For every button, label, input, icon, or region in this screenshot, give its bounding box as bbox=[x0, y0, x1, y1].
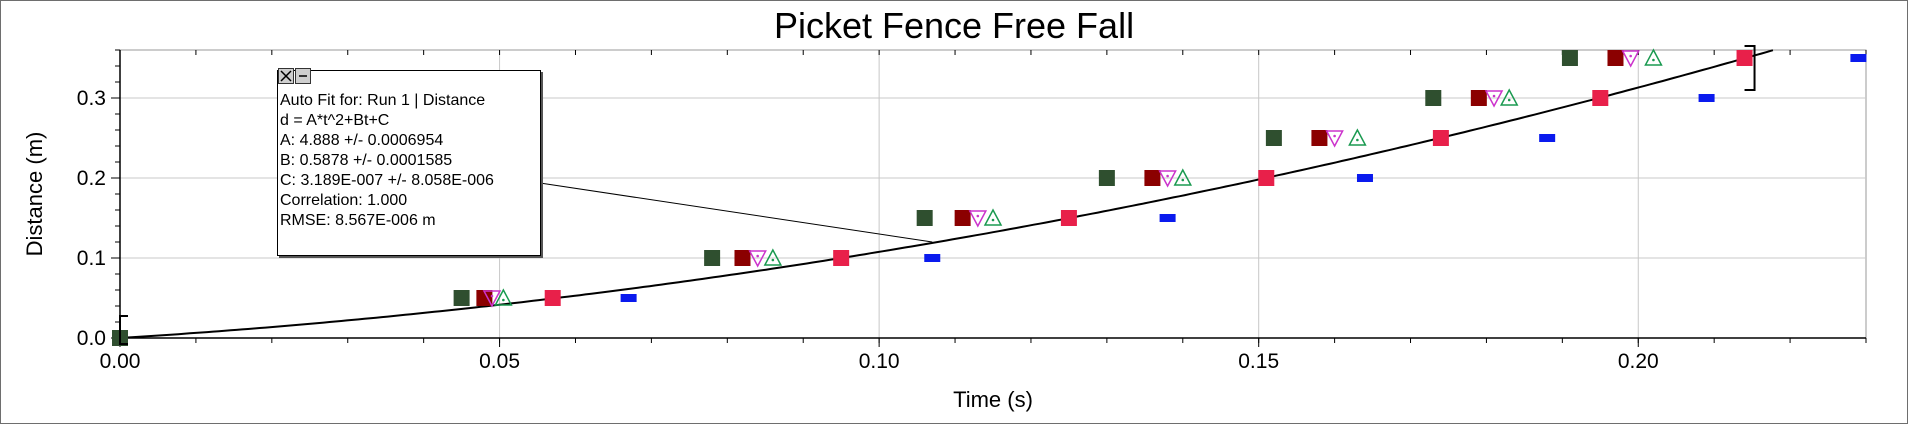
data-point-dash bbox=[1539, 134, 1556, 142]
data-point-triangle-down bbox=[1325, 130, 1344, 148]
x-tick-labels: 0.00 0.05 0.10 0.15 0.20 bbox=[100, 350, 1659, 373]
data-point-triangle-up bbox=[1173, 168, 1193, 186]
minimize-icon[interactable] bbox=[295, 68, 311, 84]
range-bracket-left[interactable] bbox=[119, 315, 128, 345]
data-point-square bbox=[833, 250, 850, 266]
data-point-square bbox=[1432, 130, 1449, 146]
fit-curve bbox=[119, 49, 1774, 339]
data-point-triangle-down bbox=[968, 210, 988, 228]
data-point-square bbox=[916, 210, 933, 226]
close-icon[interactable] bbox=[278, 68, 294, 84]
fit-equation: d = A*t^2+Bt+C bbox=[280, 112, 390, 129]
data-point-square bbox=[1144, 170, 1161, 186]
data-point-square bbox=[704, 250, 721, 266]
data-point-square bbox=[954, 210, 971, 226]
data-point-dot bbox=[1333, 134, 1336, 138]
data-point-square bbox=[1265, 130, 1282, 146]
data-point-triangle-up bbox=[1499, 88, 1519, 106]
data-point-triangle-down bbox=[748, 250, 767, 268]
x-tick-label: 0.15 bbox=[1238, 350, 1279, 373]
fit-title: Auto Fit for: Run 1 | Distance bbox=[280, 92, 486, 109]
data-point-triangle-down bbox=[1158, 170, 1177, 188]
data-point-dot bbox=[490, 294, 494, 298]
x-tick-label: 0.05 bbox=[479, 350, 520, 373]
x-tick-label: 0.10 bbox=[859, 350, 900, 373]
data-point-dash bbox=[924, 254, 941, 262]
data-point-triangle-up bbox=[494, 288, 513, 306]
annotation-leader-line bbox=[539, 182, 933, 243]
data-point-triangle-down bbox=[1621, 50, 1640, 68]
x-axis-label: Time (s) bbox=[953, 387, 1033, 412]
data-point-dot bbox=[1181, 178, 1185, 182]
data-point-dash bbox=[1159, 214, 1176, 222]
data-point-dash bbox=[620, 294, 637, 302]
data-point-dot bbox=[1166, 174, 1169, 178]
data-point-triangle-down bbox=[1484, 90, 1504, 108]
y-tick-label: 0.3 bbox=[77, 87, 106, 110]
data-point-square bbox=[1425, 90, 1442, 106]
auto-fit-box[interactable]: Auto Fit for: Run 1 | Distance d = A*t^2… bbox=[277, 68, 541, 256]
x-tick-label: 0.00 bbox=[100, 350, 141, 373]
y-tick-labels: 0.0 0.1 0.2 0.3 bbox=[77, 87, 106, 350]
data-point-square bbox=[1060, 210, 1077, 226]
data-point-square bbox=[476, 290, 493, 306]
data-point-triangle-up bbox=[1644, 48, 1663, 66]
data-point-square bbox=[1561, 50, 1578, 66]
data-point-triangle-up bbox=[983, 208, 1003, 226]
data-point-triangle-up bbox=[1348, 128, 1367, 146]
fit-rmse: RMSE: 8.567E-006 m bbox=[280, 212, 436, 229]
chart-title: Picket Fence Free Fall bbox=[774, 5, 1134, 46]
data-point-dot bbox=[771, 258, 775, 262]
x-tick-label: 0.20 bbox=[1618, 350, 1659, 373]
data-point-dot bbox=[502, 298, 505, 302]
data-point-square bbox=[453, 290, 470, 306]
data-point-dot bbox=[1356, 138, 1359, 142]
range-bracket-right[interactable] bbox=[1744, 45, 1756, 91]
data-point-square bbox=[1592, 90, 1609, 106]
data-point-square bbox=[1311, 130, 1328, 146]
fit-box-text: Auto Fit for: Run 1 | Distance d = A*t^2… bbox=[280, 91, 494, 231]
data-point-dot bbox=[1652, 58, 1655, 62]
y-tick-label: 0.1 bbox=[77, 247, 106, 270]
y-axis-label: Distance (m) bbox=[22, 132, 47, 257]
fit-param-a: A: 4.888 +/- 0.0006954 bbox=[280, 132, 444, 149]
data-point-square bbox=[1470, 90, 1487, 106]
data-points bbox=[112, 48, 1867, 346]
data-point-square bbox=[1736, 50, 1753, 66]
data-point-dot bbox=[756, 254, 759, 258]
data-point-square bbox=[1607, 50, 1624, 66]
data-point-square bbox=[544, 290, 561, 306]
fit-box-buttons bbox=[278, 68, 312, 84]
fit-param-c: C: 3.189E-007 +/- 8.058E-006 bbox=[280, 172, 494, 189]
data-point-dot bbox=[991, 218, 995, 222]
data-point-dash bbox=[1850, 54, 1867, 62]
y-tick-label: 0.2 bbox=[77, 167, 106, 190]
data-point-dot bbox=[1629, 54, 1632, 58]
data-point-dot bbox=[1507, 98, 1511, 102]
y-tick-label: 0.0 bbox=[77, 327, 106, 350]
data-point-dot bbox=[1492, 94, 1496, 98]
data-point-square bbox=[734, 250, 751, 266]
data-point-triangle-up bbox=[763, 248, 783, 266]
fit-correlation: Correlation: 1.000 bbox=[280, 192, 408, 209]
data-point-dash bbox=[1698, 94, 1715, 102]
fit-param-b: B: 0.5878 +/- 0.0001585 bbox=[280, 152, 453, 169]
data-point-square bbox=[1098, 170, 1115, 186]
data-point-dash bbox=[1356, 174, 1373, 182]
data-point-dot bbox=[976, 214, 980, 218]
data-point-triangle-down bbox=[482, 290, 502, 308]
data-point-square bbox=[1258, 170, 1275, 186]
